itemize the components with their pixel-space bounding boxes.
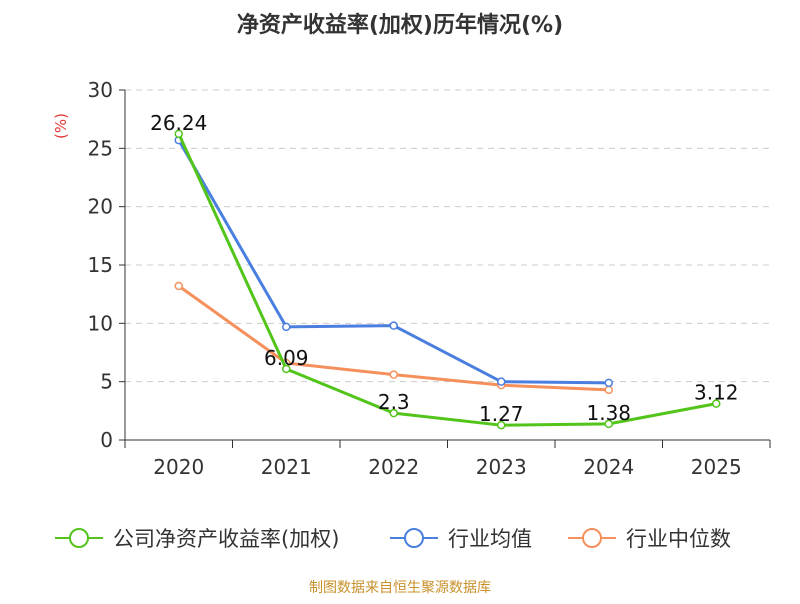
series-point-0 [712,399,721,408]
series-layer [174,129,721,430]
series-point-0 [604,419,613,429]
x-tick-label: 2025 [691,455,742,479]
legend-item[interactable]: 行业中位数 [568,527,731,551]
series-point-1 [604,378,613,388]
series-point-0 [389,408,398,418]
label-layer: 26.24 6.09 2.3 1.27 1.38 3.12 [150,111,738,426]
chart-title: 净资产收益率(加权)历年情况(%) [237,12,563,38]
legend-label: 行业中位数 [626,527,731,551]
series-point-2 [604,385,613,395]
legend-swatch-marker [69,528,89,548]
data-label: 3.12 [694,381,739,405]
y-tick-label: 20 [88,195,113,219]
legend-swatch-marker [404,528,424,548]
grid-layer [125,89,770,383]
series-point-1 [282,322,291,332]
x-tick-label: 2022 [368,455,419,479]
series-point-0 [174,129,183,139]
series-point-2 [174,281,183,291]
series-line-1 [177,138,611,385]
y-tick-label: 0 [100,428,113,452]
series-point-0 [282,364,291,374]
legend-label: 行业均值 [448,527,532,551]
legend-swatch-marker [582,528,602,548]
data-label: 26.24 [150,111,207,135]
series-point-1 [497,377,506,386]
legend-label: 公司净资产收益率(加权) [113,527,339,551]
series-point-1 [389,321,398,330]
legend-item[interactable]: 行业均值 [390,527,532,551]
x-tick-label: 2021 [261,455,312,479]
y-tick-label: 10 [88,311,113,335]
y-tick-label: 30 [88,78,113,102]
series-point-2 [389,370,398,379]
series-point-0 [497,420,506,430]
x-tick-label: 2024 [583,455,634,479]
y-axis-label: (%) [52,113,70,139]
data-label: 1.38 [586,401,631,425]
data-label: 2.3 [378,390,410,414]
x-tick-label: 2023 [476,455,527,479]
x-tick-label: 2020 [153,455,204,479]
source-note: 制图数据来自恒生聚源数据库 [309,580,491,596]
legend: 公司净资产收益率(加权) 行业均值 行业中位数 [55,527,731,551]
y-tick-label: 15 [88,253,113,277]
series-line-0 [177,132,718,427]
data-label: 6.09 [264,346,309,370]
y-tick-label: 25 [88,136,113,160]
legend-item[interactable]: 公司净资产收益率(加权) [55,527,339,551]
data-label: 1.27 [479,402,524,426]
y-tick-label: 5 [100,370,113,394]
